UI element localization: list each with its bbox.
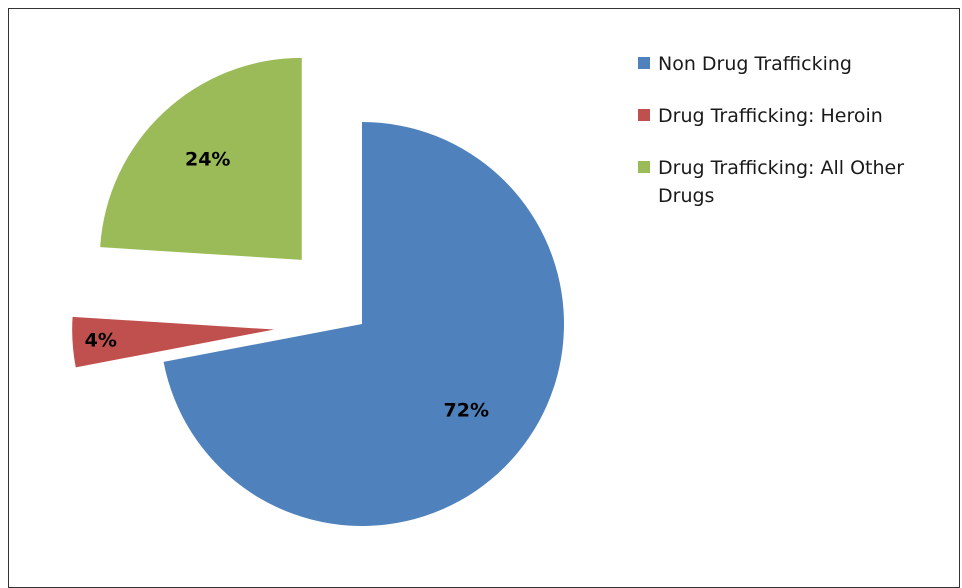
legend-item-non-drug-trafficking: Non Drug Trafficking [638,50,958,78]
pie-slice-drug-trafficking-all-other-drugs [100,57,302,260]
legend-label: Drug Trafficking: Heroin [658,105,883,127]
pie-slice-non-drug-trafficking [163,122,564,526]
legend-item-drug-trafficking-heroin: Drug Trafficking: Heroin [638,102,958,130]
legend-item-drug-trafficking-all-other-drugs: Drug Trafficking: All Other Drugs [638,154,958,210]
data-label: 72% [444,399,489,421]
legend-swatch [638,161,650,173]
data-label: 24% [185,149,230,171]
legend-swatch [638,57,650,69]
pie-slice-drug-trafficking-heroin [72,316,275,368]
slices-layer [72,57,564,526]
legend-label: Non Drug Trafficking [658,53,852,75]
pie-chart: 72% 4% 24% [72,57,564,526]
legend-swatch [638,109,650,121]
legend: Non Drug Trafficking Drug Trafficking: H… [638,50,958,234]
labels-layer: 72% 4% 24% [85,149,489,422]
data-label: 4% [85,329,117,351]
legend-label: Drug Trafficking: All Other Drugs [658,157,905,207]
